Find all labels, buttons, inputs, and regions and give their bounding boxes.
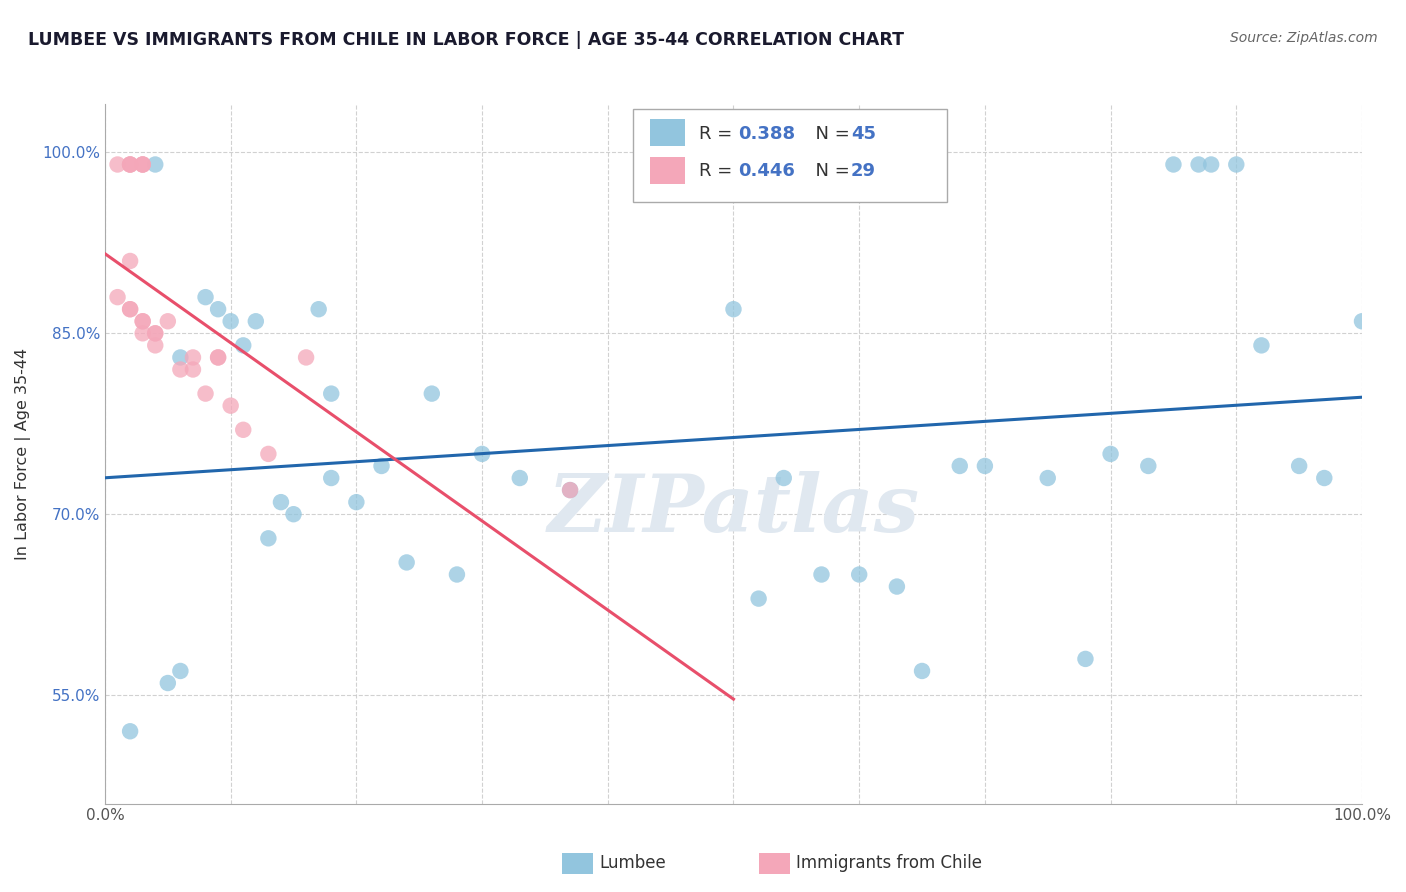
Point (1137, 458, 1160, 473)
Point (143, 157, 166, 171)
Text: Lumbee: Lumbee (599, 855, 665, 872)
Point (1199, 157, 1222, 171)
Point (156, 676, 179, 690)
Point (1288, 458, 1310, 473)
Point (295, 351, 318, 365)
Text: N =: N = (804, 162, 856, 180)
Point (181, 351, 204, 365)
Point (1099, 447, 1122, 461)
Point (395, 556, 418, 570)
Point (207, 302, 229, 317)
Point (446, 567, 468, 582)
Point (471, 447, 494, 461)
Text: N =: N = (804, 125, 856, 143)
Point (1074, 652, 1097, 666)
Point (131, 314, 153, 328)
Point (1250, 338, 1272, 352)
Text: LUMBEE VS IMMIGRANTS FROM CHILE IN LABOR FORCE | AGE 35-44 CORRELATION CHART: LUMBEE VS IMMIGRANTS FROM CHILE IN LABOR… (28, 31, 904, 49)
Point (911, 664, 934, 678)
Point (509, 471, 531, 485)
Point (1163, 157, 1185, 171)
Text: R =: R = (699, 125, 738, 143)
Point (848, 567, 870, 582)
Point (143, 338, 166, 352)
Point (420, 386, 443, 401)
Text: 0.446: 0.446 (738, 162, 796, 180)
Point (257, 532, 280, 546)
Point (181, 362, 204, 376)
Point (370, 458, 392, 473)
Point (219, 399, 242, 413)
Point (131, 314, 153, 328)
Point (107, 157, 129, 171)
Point (344, 495, 367, 509)
Y-axis label: In Labor Force | Age 35-44: In Labor Force | Age 35-44 (15, 348, 31, 560)
Point (886, 580, 908, 594)
Point (270, 495, 292, 509)
Point (232, 423, 254, 437)
Point (723, 302, 745, 317)
Point (131, 326, 153, 341)
Point (283, 507, 305, 521)
Point (169, 362, 191, 376)
Point (772, 471, 794, 485)
Point (1225, 157, 1247, 171)
Text: R =: R = (699, 162, 738, 180)
Point (1036, 471, 1059, 485)
Point (194, 386, 217, 401)
Text: ZIPatlas: ZIPatlas (547, 471, 920, 549)
Point (120, 724, 142, 739)
Point (973, 458, 995, 473)
Point (949, 458, 972, 473)
Point (1351, 314, 1374, 328)
Text: 45: 45 (851, 125, 876, 143)
Point (245, 314, 267, 328)
Text: Immigrants from Chile: Immigrants from Chile (796, 855, 981, 872)
Point (169, 664, 191, 678)
Point (207, 351, 229, 365)
Point (1187, 157, 1209, 171)
Point (120, 157, 142, 171)
Point (810, 567, 832, 582)
Point (120, 157, 142, 171)
Text: 29: 29 (851, 162, 876, 180)
Point (120, 254, 142, 268)
Point (107, 290, 129, 304)
Point (321, 386, 343, 401)
Point (308, 302, 330, 317)
Point (748, 591, 770, 606)
Point (257, 447, 280, 461)
Point (169, 351, 191, 365)
Point (120, 157, 142, 171)
Point (120, 302, 142, 317)
Point (207, 351, 229, 365)
Point (1313, 471, 1336, 485)
Point (156, 314, 179, 328)
Point (232, 338, 254, 352)
Text: Source: ZipAtlas.com: Source: ZipAtlas.com (1230, 31, 1378, 45)
Point (120, 302, 142, 317)
Point (194, 290, 217, 304)
Point (131, 157, 153, 171)
Text: 0.388: 0.388 (738, 125, 796, 143)
Point (143, 326, 166, 341)
Point (131, 157, 153, 171)
Point (321, 471, 343, 485)
Point (143, 326, 166, 341)
Point (558, 483, 581, 497)
Point (131, 157, 153, 171)
Point (558, 483, 581, 497)
Point (219, 314, 242, 328)
